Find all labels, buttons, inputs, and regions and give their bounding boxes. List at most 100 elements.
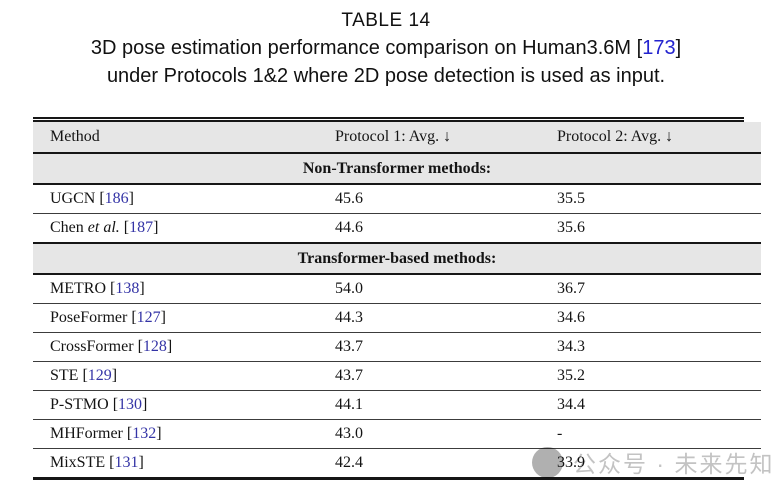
section-label: Transformer-based methods: xyxy=(297,249,497,267)
protocol1-value: 43.7 xyxy=(335,361,557,391)
method-name: CrossFormer xyxy=(50,338,134,355)
citation-bracket-open: [ xyxy=(112,396,119,413)
table-row: Chen et al. [187] 44.6 35.6 xyxy=(33,213,761,244)
citation: [127] xyxy=(131,309,166,326)
citation: [138] xyxy=(110,280,145,297)
citation-bracket-close: ] xyxy=(160,309,166,326)
protocol2-value: 35.5 xyxy=(557,184,761,214)
protocol1-value: 43.7 xyxy=(335,332,557,362)
method-name: STE xyxy=(50,367,79,384)
caption-block: TABLE 14 3D pose estimation performance … xyxy=(0,8,772,90)
citation-bracket-open: [ xyxy=(131,309,137,326)
protocol1-value: 43.0 xyxy=(335,419,557,449)
method-name: Chen xyxy=(50,219,84,236)
protocol2-value: 33.9 xyxy=(557,448,761,477)
caption-citation-link[interactable]: 173 xyxy=(642,37,676,59)
citation-bracket-close: ] xyxy=(128,190,134,207)
protocol1-value: 42.4 xyxy=(335,448,557,477)
column-header-protocol2: Protocol 2: Avg. ↓ xyxy=(557,122,761,154)
citation: [187] xyxy=(124,219,159,236)
protocol2-value: 35.2 xyxy=(557,361,761,391)
protocol2-value: 34.3 xyxy=(557,332,761,362)
citation-number[interactable]: 127 xyxy=(136,309,161,326)
table-caption: 3D pose estimation performance compariso… xyxy=(0,34,772,90)
method-name: PoseFormer xyxy=(50,309,128,326)
citation-bracket-close: ] xyxy=(153,219,159,236)
citation-bracket-open: [ xyxy=(110,280,116,297)
method-name: METRO xyxy=(50,280,106,297)
citation: [130] xyxy=(113,396,148,413)
table-row: PoseFormer [127] 44.3 34.6 xyxy=(33,303,761,333)
section-label: Non-Transformer methods: xyxy=(302,159,492,177)
caption-text-line2: under Protocols 1&2 where 2D pose detect… xyxy=(106,65,666,87)
method-cell: CrossFormer [128] xyxy=(33,332,335,362)
protocol1-value: 54.0 xyxy=(335,274,557,304)
results-table-frame: Method Protocol 1: Avg. ↓ Protocol 2: Av… xyxy=(33,117,761,480)
table-row: METRO [138] 54.0 36.7 xyxy=(33,274,761,304)
citation-bracket-close: ] xyxy=(111,367,118,384)
caption-text-part1: 3D pose estimation performance compariso… xyxy=(90,37,643,59)
table-row: UGCN [186] 45.6 35.5 xyxy=(33,184,761,214)
method-name: UGCN xyxy=(50,190,96,207)
method-etal: et al. xyxy=(83,219,120,236)
protocol1-value: 44.6 xyxy=(335,213,557,244)
column-header-method: Method xyxy=(33,122,335,154)
table-row: MHFormer [132] 43.0 - xyxy=(33,419,761,449)
citation: [132] xyxy=(127,425,162,442)
method-cell: UGCN [186] xyxy=(33,184,335,214)
table-body: Non-Transformer methods: UGCN [186] 45.6… xyxy=(33,152,761,477)
citation: [129] xyxy=(82,367,117,384)
method-name: P-STMO xyxy=(50,396,109,413)
protocol2-value: 34.4 xyxy=(557,390,761,420)
citation-number[interactable]: 130 xyxy=(118,396,143,413)
citation-bracket-close: ] xyxy=(139,280,145,297)
citation: [131] xyxy=(109,454,144,471)
citation-bracket-close: ] xyxy=(166,338,173,355)
citation-bracket-close: ] xyxy=(156,425,162,442)
method-cell: MixSTE [131] xyxy=(33,448,335,477)
citation-bracket-open: [ xyxy=(137,338,143,355)
table-row: P-STMO [130] 44.1 34.4 xyxy=(33,390,761,420)
method-cell: MHFormer [132] xyxy=(33,419,335,449)
table-row: STE [129] 43.7 35.2 xyxy=(33,361,761,391)
citation-bracket-open: [ xyxy=(123,219,130,236)
citation-number[interactable]: 186 xyxy=(104,190,129,207)
citation: [186] xyxy=(99,190,134,207)
citation-bracket-open: [ xyxy=(126,425,133,442)
citation-bracket-open: [ xyxy=(109,454,115,471)
citation-number[interactable]: 132 xyxy=(132,425,157,442)
method-name: MHFormer xyxy=(50,425,123,442)
protocol2-value: 35.6 xyxy=(557,213,761,244)
protocol2-value: - xyxy=(557,419,761,449)
section-header-row: Transformer-based methods: xyxy=(33,242,761,275)
citation-number[interactable]: 138 xyxy=(115,280,140,297)
method-cell: P-STMO [130] xyxy=(33,390,335,420)
protocol1-value: 44.3 xyxy=(335,303,557,333)
citation-bracket-open: [ xyxy=(82,367,88,384)
section-header-row: Non-Transformer methods: xyxy=(33,152,761,185)
method-cell: STE [129] xyxy=(33,361,335,391)
results-table: Method Protocol 1: Avg. ↓ Protocol 2: Av… xyxy=(33,122,761,477)
column-header-protocol1: Protocol 1: Avg. ↓ xyxy=(335,122,557,154)
method-cell: Chen et al. [187] xyxy=(33,213,335,244)
citation-number[interactable]: 131 xyxy=(114,454,139,471)
protocol1-value: 45.6 xyxy=(335,184,557,214)
citation-number[interactable]: 129 xyxy=(87,367,112,384)
citation: [128] xyxy=(138,338,173,355)
method-cell: METRO [138] xyxy=(33,274,335,304)
method-name: MixSTE xyxy=(50,454,106,471)
table-header-row: Method Protocol 1: Avg. ↓ Protocol 2: Av… xyxy=(33,122,761,154)
citation-bracket-close: ] xyxy=(142,396,148,413)
citation-bracket-close: ] xyxy=(138,454,144,471)
table-row: CrossFormer [128] 43.7 34.3 xyxy=(33,332,761,362)
citation-number[interactable]: 128 xyxy=(142,338,167,355)
protocol2-value: 34.6 xyxy=(557,303,761,333)
citation-bracket-open: [ xyxy=(99,190,105,207)
table-number-heading: TABLE 14 xyxy=(341,10,431,31)
protocol1-value: 44.1 xyxy=(335,390,557,420)
protocol2-value: 36.7 xyxy=(557,274,761,304)
citation-number[interactable]: 187 xyxy=(129,219,154,236)
caption-text-part2: ] xyxy=(675,37,682,59)
table-row: MixSTE [131] 42.4 33.9 xyxy=(33,448,761,477)
method-cell: PoseFormer [127] xyxy=(33,303,335,333)
